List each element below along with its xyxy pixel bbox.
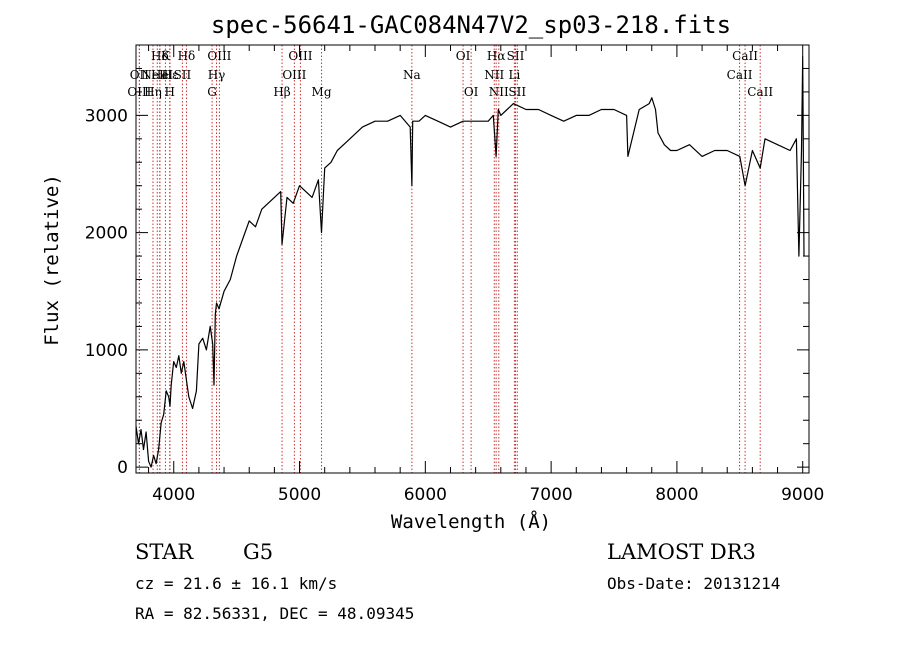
x-tick-label: 8000 xyxy=(655,485,698,505)
line-label-1: OII xyxy=(130,68,150,82)
x-axis-label: Wavelength (Å) xyxy=(391,510,551,533)
line-label-21: Hα xyxy=(487,49,506,63)
y-axis-label: Flux (relative) xyxy=(41,174,63,346)
line-label-23: NII xyxy=(489,85,509,99)
x-tick-label: 7000 xyxy=(529,485,572,505)
line-label-11: OIII xyxy=(207,49,231,63)
line-label-14: Hβ xyxy=(273,85,290,99)
line-label-0: Hδ xyxy=(151,49,169,63)
y-tick-label: 3000 xyxy=(85,106,128,126)
tick-labels: 4000 5000 6000 7000 8000 9000 0 1000 2000 3000 xyxy=(85,106,825,505)
chart-title: spec-56641-GAC084N47V2_sp03-218.fits xyxy=(211,11,731,39)
line-label-26: SII xyxy=(508,85,526,99)
y-tick-label: 2000 xyxy=(85,224,128,244)
spectral-line-markers xyxy=(138,45,761,473)
spectrum-line xyxy=(135,56,805,468)
object-subclass: G5 xyxy=(243,540,273,564)
line-label-29: CaII xyxy=(747,85,773,99)
line-label-16: OIII xyxy=(282,68,306,82)
line-label-28: CaII xyxy=(727,68,753,82)
line-label-6: NeIII xyxy=(141,68,173,82)
x-tick-label: 9000 xyxy=(781,485,824,505)
line-label-7: Hε xyxy=(162,68,179,82)
obs-date: Obs-Date: 20131214 xyxy=(607,574,780,593)
line-label-13: G xyxy=(207,85,217,99)
x-tick-label: 6000 xyxy=(404,485,447,505)
line-label-15: OIII xyxy=(288,49,312,63)
redshift-cz: cz = 21.6 ± 16.1 km/s xyxy=(135,574,337,593)
x-tick-label: 5000 xyxy=(278,485,321,505)
object-class: STAR xyxy=(135,540,194,564)
ra-dec: RA = 82.56331, DEC = 48.09345 xyxy=(135,604,414,623)
line-label-5: K xyxy=(161,49,171,63)
plot-axes xyxy=(135,44,810,474)
line-label-24: SII xyxy=(507,49,525,63)
y-tick-label: 1000 xyxy=(85,341,128,361)
line-label-9: H xyxy=(164,85,174,99)
line-label-3: He xyxy=(151,68,169,82)
line-label-25: Li xyxy=(508,68,520,82)
line-label-17: Mg xyxy=(312,85,332,99)
line-label-22: NII xyxy=(484,68,504,82)
y-tick-label: 0 xyxy=(117,458,128,478)
line-label-10: Hδ xyxy=(178,49,196,63)
spectrum-series xyxy=(135,56,805,468)
line-label-19: OI xyxy=(456,49,471,63)
line-label-20: OI xyxy=(464,85,479,99)
line-label-18: Na xyxy=(403,68,421,82)
line-label-4: Hη xyxy=(144,85,162,99)
line-label-8: SII xyxy=(174,68,192,82)
plot-frame xyxy=(135,44,810,474)
x-tick-label: 4000 xyxy=(152,485,195,505)
line-label-12: Hγ xyxy=(208,68,226,82)
survey-name: LAMOST DR3 xyxy=(607,540,756,564)
line-label-2: OIII xyxy=(127,85,151,99)
line-label-27: CaII xyxy=(732,49,758,63)
